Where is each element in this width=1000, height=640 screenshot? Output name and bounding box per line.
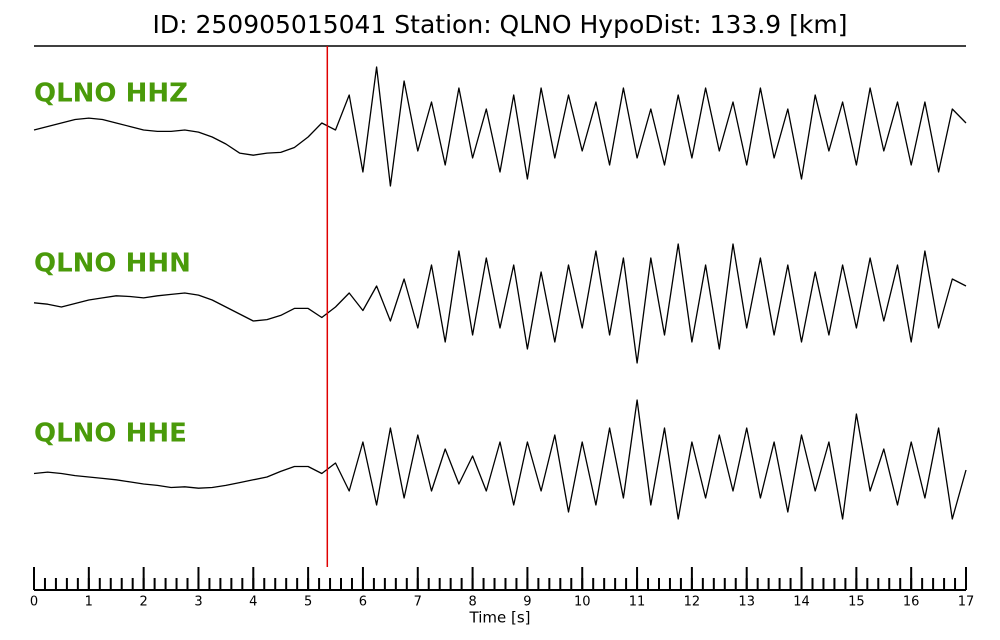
x-tick-label: 11: [629, 595, 646, 610]
x-tick-label: 9: [523, 595, 531, 610]
x-tick-label: 0: [30, 595, 38, 610]
x-tick-label: 8: [468, 595, 476, 610]
x-tick-label: 2: [140, 595, 148, 610]
x-axis-label: Time [s]: [469, 609, 531, 627]
x-tick-label: 3: [194, 595, 202, 610]
x-tick-label: 7: [414, 595, 422, 610]
x-tick-label: 10: [574, 595, 591, 610]
x-tick-label: 12: [684, 595, 701, 610]
waveform: [33, 399, 967, 520]
x-tick-label: 14: [793, 595, 810, 610]
waveform: [33, 66, 967, 187]
x-tick-label: 16: [903, 595, 920, 610]
x-tick-label: 13: [738, 595, 755, 610]
trace-label: QLNO HHN: [34, 249, 191, 279]
x-tick-label: 17: [958, 595, 975, 610]
x-tick-label: 5: [304, 595, 312, 610]
waveform: [33, 243, 967, 364]
chart-title: ID: 250905015041 Station: QLNO HypoDist:…: [153, 10, 848, 39]
trace-label: QLNO HHZ: [34, 79, 188, 109]
x-tick-label: 6: [359, 595, 367, 610]
x-tick-label: 4: [249, 595, 257, 610]
x-tick-label: 15: [848, 595, 865, 610]
trace-label: QLNO HHE: [34, 419, 187, 449]
x-tick-label: 1: [85, 595, 93, 610]
